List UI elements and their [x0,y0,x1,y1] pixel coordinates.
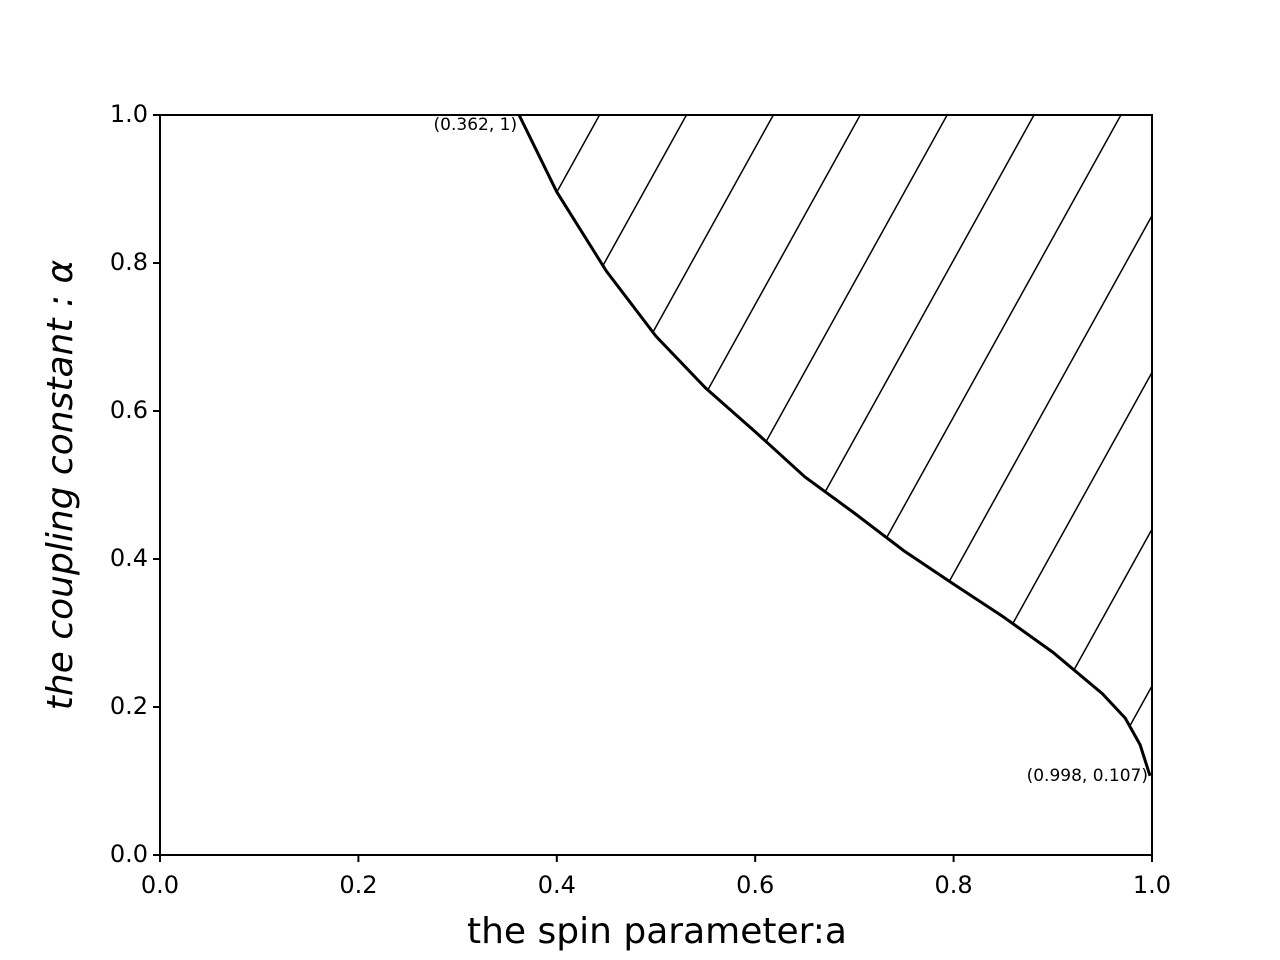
x-tick-label: 0.4 [538,871,576,899]
plot-frame [159,114,1153,856]
y-tick-label: 0.6 [110,396,148,424]
y-tick-label: 1.0 [110,100,148,128]
hatched-region [519,115,1152,776]
x-tick-label: 0.0 [141,871,179,899]
x-tick-label: 0.8 [935,871,973,899]
y-tick-label: 0.4 [110,544,148,572]
x-tick-label: 0.6 [736,871,774,899]
x-tick-label: 0.2 [339,871,377,899]
y-tick-label: 0.0 [110,840,148,868]
annotation: (0.362, 1) [434,115,518,135]
x-tick-label: 1.0 [1133,871,1171,899]
curve [517,114,1152,777]
y-tick-label: 0.2 [110,692,148,720]
y-tick-label: 0.8 [110,248,148,276]
y-axis-label: the coupling constant : α [40,260,81,711]
x-axis-label: the spin parameter:a [467,911,847,952]
annotation: (0.998, 0.107) [1027,766,1148,786]
